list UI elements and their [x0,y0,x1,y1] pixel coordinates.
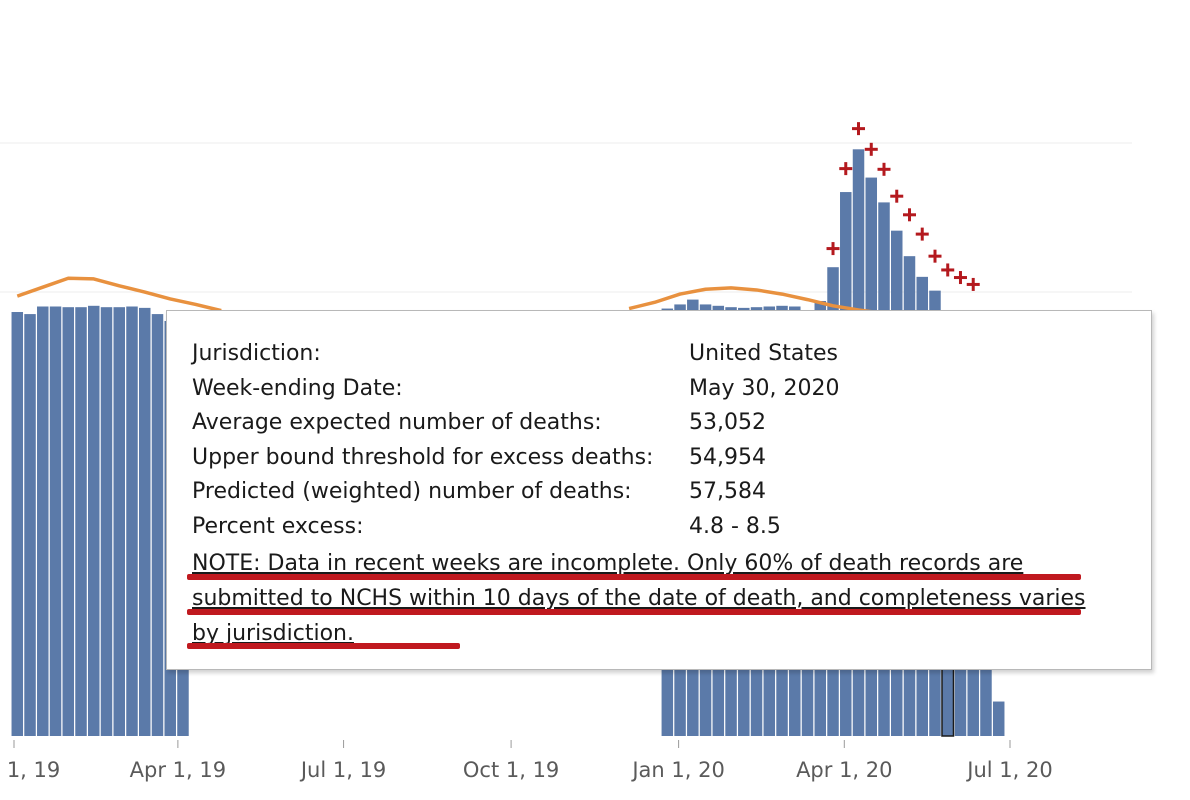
x-tick-label: Jul 1, 20 [965,758,1052,782]
tooltip-label: Week-ending Date: [192,375,403,401]
excess-marker [966,277,980,291]
bar[interactable] [100,307,113,736]
tooltip-label: Average expected number of deaths: [192,410,602,436]
bar[interactable] [75,307,87,736]
bar[interactable] [88,305,100,736]
expected-deaths-line [628,286,885,316]
note-underline-3 [187,643,460,649]
note-underline-2 [187,609,1081,615]
excess-marker [953,271,967,285]
x-tick-label: Jul 1, 19 [299,758,386,782]
excess-marker [826,242,840,256]
x-axis: Jan 1, 19 Apr 1, 19 Jul 1, 19 Oct 1, 19 Jan … [0,740,1053,782]
tooltip-value: United States [689,341,838,366]
tooltip-label: Percent excess: [192,514,364,539]
tooltip-value: May 30, 2020 [689,375,840,401]
excess-marker [852,122,866,136]
bar[interactable] [992,701,1005,736]
excess-marker [941,263,955,277]
x-tick-label: Oct 1, 19 [463,758,559,782]
x-tick-label: Jan 1, 19 [0,758,60,782]
data-tooltip: Jurisdiction: United States Week-ending Da… [166,310,1152,670]
bar[interactable] [62,307,75,736]
excess-markers [826,122,980,291]
bar[interactable] [113,307,126,736]
x-tick-label: Apr 1, 20 [796,758,892,782]
tooltip-note: NOTE: Data in recent weeks are incomplet… [192,551,1086,646]
bar[interactable] [151,314,164,736]
excess-marker [915,227,929,241]
tooltip-label: Jurisdiction: [192,341,321,366]
expected-line [16,276,885,316]
gridlines [0,142,1132,293]
tooltip-value: 54,954 [689,444,766,470]
excess-marker [890,189,904,203]
x-tick-label: Apr 1, 19 [130,758,226,782]
tooltip-value: 57,584 [689,479,766,505]
excess-marker [877,162,891,176]
tooltip-label: Predicted (weighted) number of deaths: [192,479,632,505]
tooltip-label: Upper bound threshold for excess deaths: [192,444,654,470]
excess-marker [839,162,853,176]
bar[interactable] [126,306,138,736]
expected-deaths-line [16,276,222,313]
bar[interactable] [980,667,992,736]
excess-marker [864,142,878,156]
bar[interactable] [24,314,36,736]
bar[interactable] [49,306,62,736]
tooltip-value: 53,052 [689,410,766,436]
excess-marker [902,208,916,222]
note-underline-1 [187,574,1081,580]
bar[interactable] [11,312,24,736]
excess-marker [928,249,942,263]
bar[interactable] [138,307,151,736]
x-tick-label: Jan 1, 20 [630,758,724,782]
tooltip-value: 4.8 - 8.5 [689,514,781,539]
bar[interactable] [37,306,49,736]
